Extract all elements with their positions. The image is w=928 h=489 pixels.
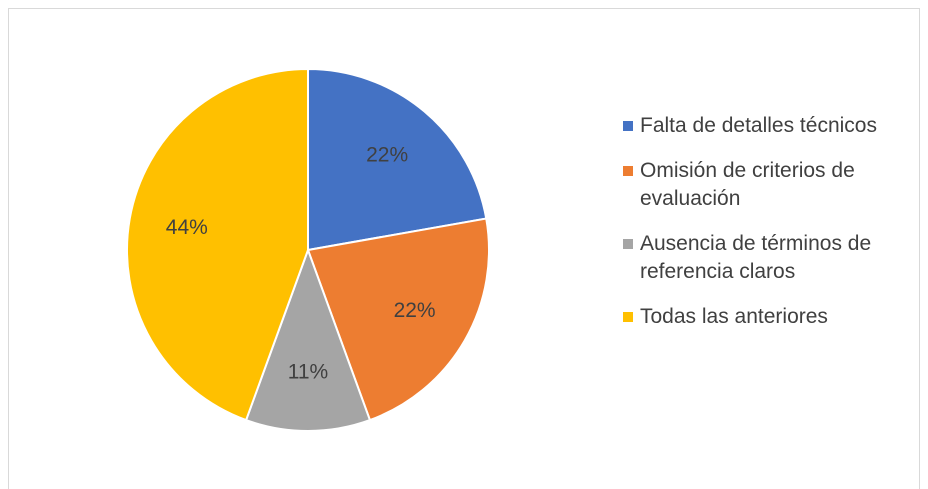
legend-swatch [623,166,633,176]
data-label: 22% [394,299,436,322]
legend-item: Todas las anteriores [620,303,920,331]
legend-label: Todas las anteriores [640,305,828,328]
legend-swatch [623,312,633,322]
data-label: 22% [366,143,408,166]
pie-slice [126,67,309,422]
legend-item: Falta de detalles técnicos [620,112,920,140]
legend-item: Ausencia de términos de referencia claro… [620,230,920,286]
legend-label: Ausencia de términos de referencia claro… [640,232,872,283]
pie-slice [307,67,488,252]
chart-border [8,8,920,489]
legend: Falta de detalles técnicos Omisión de cri… [620,112,920,348]
pie-slice [244,247,372,432]
data-label: 11% [288,361,328,384]
legend-swatch [623,239,633,249]
pie-slice [306,217,490,422]
legend-label: Falta de detalles técnicos [640,114,877,137]
legend-item: Omisión de criterios de evaluación [620,157,920,213]
legend-swatch [623,121,633,131]
legend-label: Omisión de criterios de evaluación [640,159,855,210]
data-label: 44% [166,216,208,239]
